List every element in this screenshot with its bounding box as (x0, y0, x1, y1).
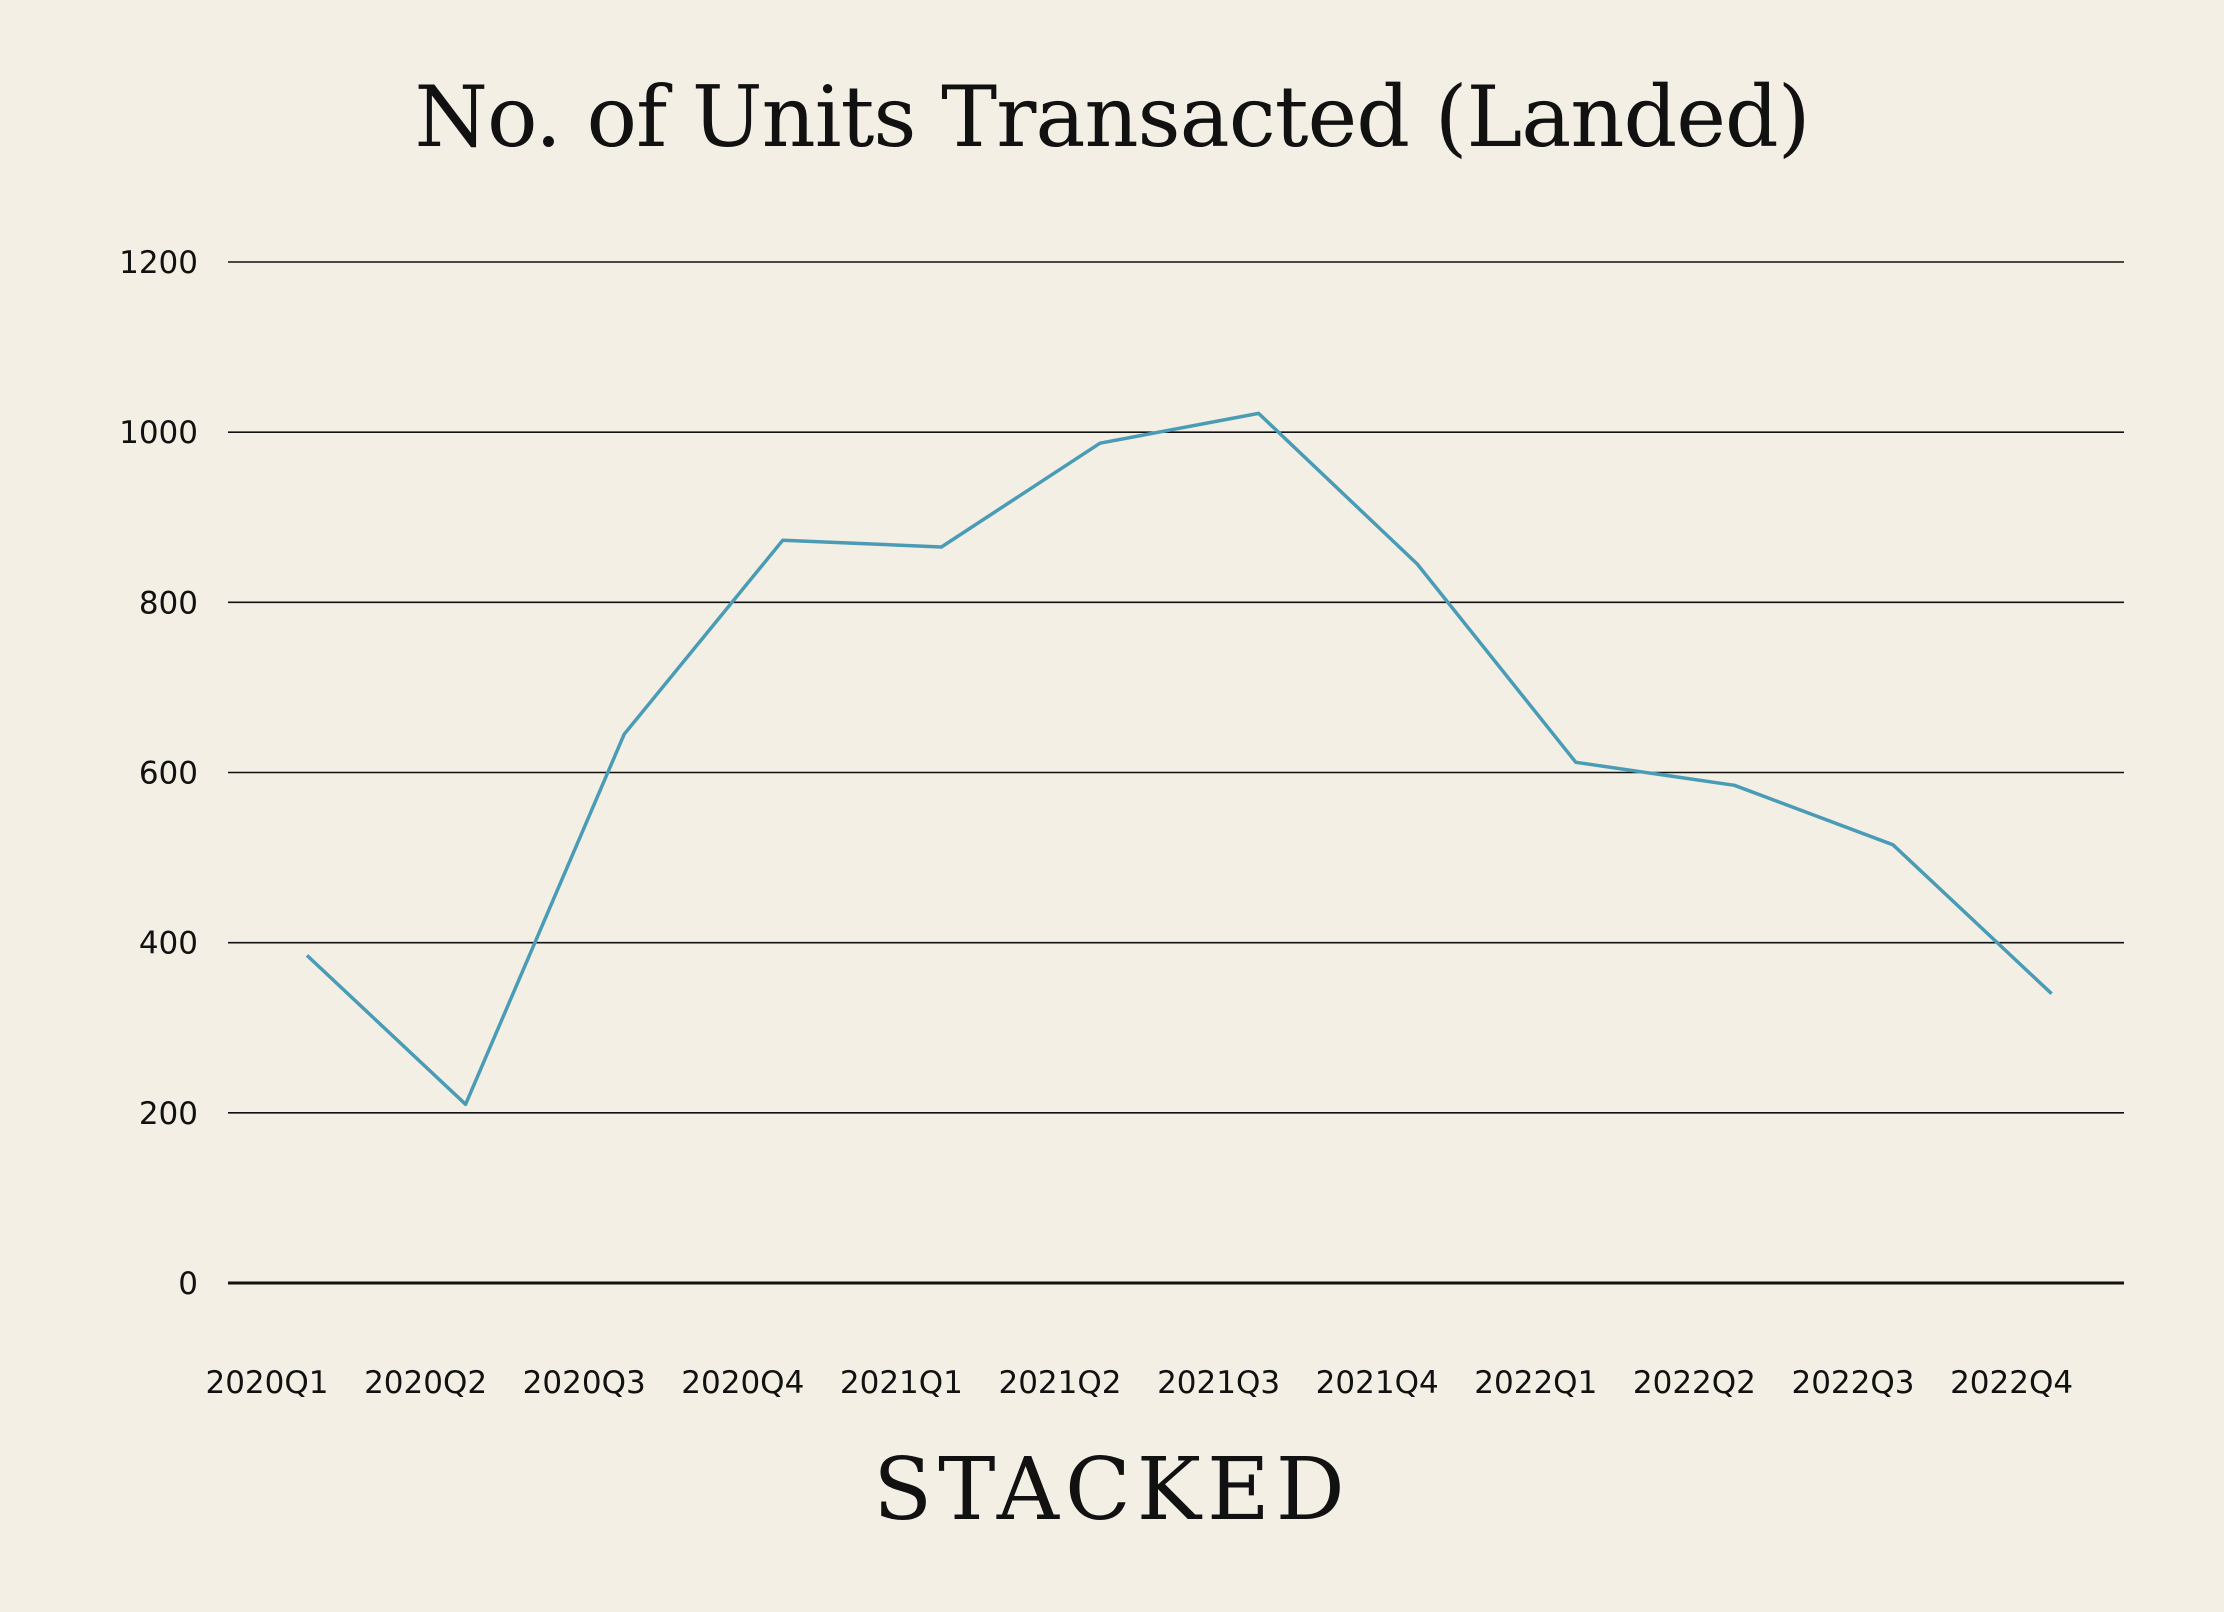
y-tick-label: 1000 (119, 415, 198, 451)
x-tick-label: 2020Q1 (205, 1365, 328, 1401)
y-tick-label: 600 (139, 756, 198, 792)
brand-logo: STACKED (873, 1440, 1351, 1540)
series-line (305, 411, 2053, 1107)
x-tick-label: 2021Q2 (998, 1365, 1121, 1401)
y-tick-label: 1200 (119, 245, 198, 281)
x-tick-label: 2022Q1 (1474, 1365, 1597, 1401)
x-tick-label: 2021Q3 (1157, 1365, 1280, 1401)
x-tick-label: 2020Q3 (523, 1365, 646, 1401)
x-tick-label: 2021Q1 (840, 1365, 963, 1401)
x-tick-label: 2020Q2 (364, 1365, 487, 1401)
y-tick-label: 400 (139, 926, 198, 962)
x-tick-label: 2021Q4 (1316, 1365, 1439, 1401)
x-tick-label: 2022Q3 (1791, 1365, 1914, 1401)
x-tick-label: 2022Q4 (1950, 1365, 2073, 1401)
x-tick-label: 2020Q4 (681, 1365, 804, 1401)
gridlines (228, 261, 2124, 1285)
y-tick-label: 800 (139, 585, 198, 621)
series-layer (305, 411, 2053, 1107)
y-tick-label: 200 (139, 1096, 198, 1132)
y-tick-label: 0 (178, 1266, 198, 1302)
chart-title: No. of Units Transacted (Landed) (414, 68, 1811, 166)
x-axis-ticks: 2020Q1 2020Q2 2020Q3 2020Q4 2021Q1 2021Q2 2021… (205, 1365, 2073, 1401)
x-tick-label: 2022Q2 (1633, 1365, 1756, 1401)
y-axis-ticks: 0 200 400 600 800 1000 1200 (119, 245, 198, 1302)
